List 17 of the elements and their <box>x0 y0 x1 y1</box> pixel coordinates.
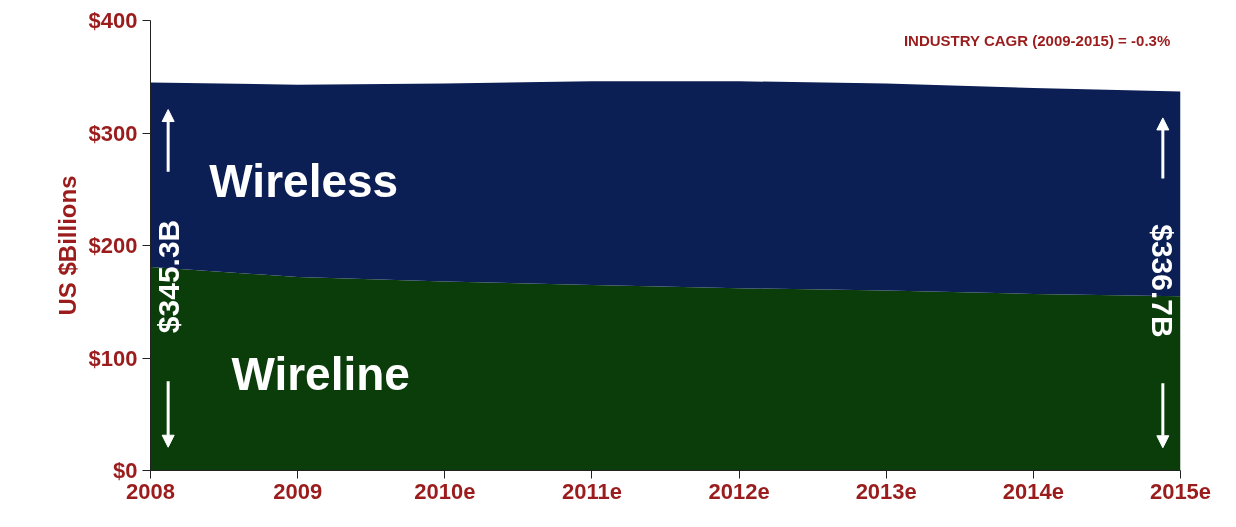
y-tick-label: $300 <box>88 120 138 146</box>
x-tick-label: 2014e <box>1002 478 1064 504</box>
x-tick-label: 2011e <box>561 478 622 504</box>
annotation: $336.7B <box>1146 224 1180 338</box>
y-tick-label: $200 <box>88 233 138 258</box>
x-tick-label: 2013e <box>855 478 917 504</box>
annotation: $345.3B <box>151 219 185 334</box>
y-tick-label: $100 <box>88 345 138 371</box>
y-axis-title: US $Billions <box>53 175 81 316</box>
series-label: Wireless <box>209 154 399 207</box>
annotation: INDUSTRY CAGR (2009-2015) = -0.3% <box>903 32 1171 50</box>
x-tick-label: 2009 <box>273 478 323 504</box>
x-tick-label: 2015e <box>1149 478 1212 504</box>
x-tick-label: 2012e <box>708 478 770 504</box>
series-label: Wireline <box>231 347 410 400</box>
x-tick-label: 2010e <box>414 478 476 504</box>
y-tick-label: $400 <box>88 8 138 33</box>
